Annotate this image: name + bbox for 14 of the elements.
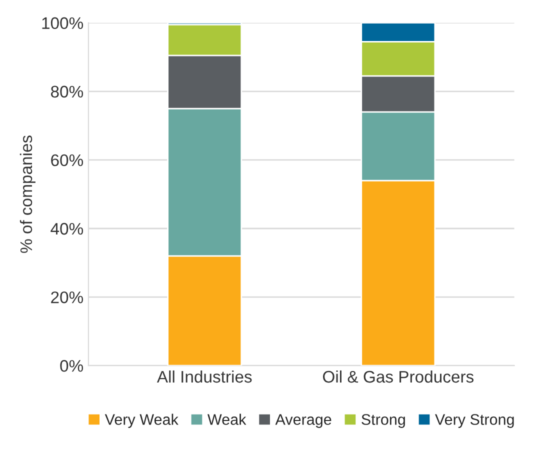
legend-label: Average — [275, 414, 332, 428]
legend-label: Strong — [362, 414, 405, 428]
y-tick-label: 100% — [42, 17, 84, 30]
y-tick-label: 0% — [60, 360, 84, 372]
x-tick-label: All Industries — [156, 370, 252, 383]
y-tick-label: 60% — [51, 154, 84, 166]
y-tick-label: 20% — [51, 291, 84, 304]
y-axis-title: % of companies — [20, 136, 36, 253]
legend-label: Very Weak — [104, 414, 178, 428]
y-tick-label: 80% — [50, 86, 84, 98]
legend-label: Weak — [208, 414, 246, 425]
x-tick-label: Oil & Gas Producers — [323, 370, 474, 383]
legend-label: Very Strong — [435, 414, 514, 428]
y-tick-label: 40% — [50, 222, 84, 235]
